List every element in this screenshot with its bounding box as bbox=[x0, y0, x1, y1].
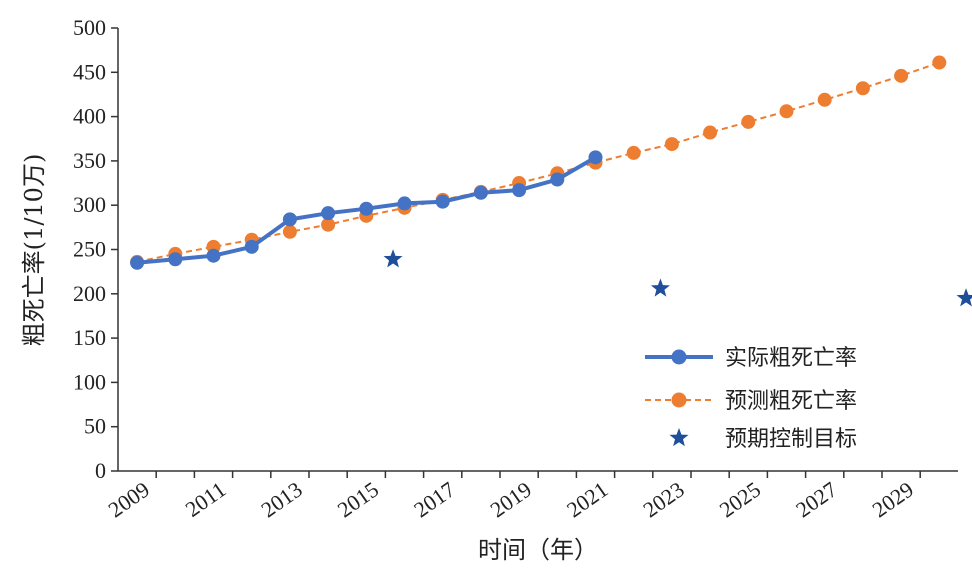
legend-target-label: 预期控制目标 bbox=[725, 427, 857, 452]
forecast-point bbox=[932, 55, 947, 70]
forecast-point bbox=[321, 217, 336, 232]
actual-point bbox=[282, 212, 297, 227]
actual-point bbox=[130, 255, 145, 270]
forecast-point bbox=[855, 81, 870, 96]
legend-actual-label: 实际粗死亡率 bbox=[725, 346, 857, 371]
y-axis-ticks: 0 50 100 150 200 250 300 350 400 450 500 bbox=[73, 15, 118, 483]
x-axis-title: 时间（年） bbox=[478, 536, 598, 564]
x-tick-label: 2017 bbox=[409, 477, 459, 523]
target-star bbox=[650, 278, 670, 297]
y-tick-label: 250 bbox=[73, 237, 106, 262]
x-tick-label: 2027 bbox=[791, 477, 841, 523]
y-tick-label: 150 bbox=[73, 325, 106, 350]
target-star bbox=[383, 249, 403, 268]
y-tick-label: 300 bbox=[73, 192, 106, 217]
y-tick-label: 50 bbox=[84, 414, 106, 439]
y-tick-label: 500 bbox=[73, 15, 106, 40]
x-axis-ticks: 2009 2011 2013 2015 2017 2019 2021 2023 2025 2027… bbox=[104, 471, 921, 522]
x-tick-label: 2019 bbox=[486, 477, 536, 523]
actual-point bbox=[588, 150, 603, 165]
forecast-point bbox=[703, 125, 718, 140]
legend: 实际粗死亡率 预测粗死亡率 预期控制目标 bbox=[645, 346, 857, 452]
y-tick-label: 400 bbox=[73, 104, 106, 129]
y-tick-label: 0 bbox=[95, 458, 106, 483]
actual-point bbox=[512, 183, 527, 198]
actual-point bbox=[435, 194, 450, 209]
actual-point bbox=[359, 201, 374, 216]
x-tick-label: 2009 bbox=[104, 477, 154, 523]
forecast-point bbox=[817, 92, 832, 107]
series-layer bbox=[130, 55, 972, 307]
legend-target-star bbox=[669, 428, 689, 447]
forecast-point bbox=[741, 114, 756, 129]
actual-point bbox=[321, 206, 336, 221]
legend-actual-marker bbox=[671, 349, 687, 365]
forecast-point bbox=[282, 224, 297, 239]
x-tick-label: 2011 bbox=[181, 477, 231, 522]
x-tick-label: 2025 bbox=[715, 477, 765, 523]
actual-point bbox=[397, 196, 412, 211]
x-tick-label: 2029 bbox=[868, 477, 918, 523]
legend-forecast-label: 预测粗死亡率 bbox=[725, 389, 857, 414]
y-tick-label: 350 bbox=[73, 148, 106, 173]
x-tick-label: 2021 bbox=[562, 477, 612, 523]
forecast-point bbox=[664, 137, 679, 152]
actual-point bbox=[550, 172, 565, 187]
y-tick-label: 450 bbox=[73, 59, 106, 84]
y-tick-label: 100 bbox=[73, 369, 106, 394]
y-axis-title: 粗死亡率(1/10万) bbox=[20, 154, 48, 347]
x-tick-label: 2015 bbox=[333, 477, 383, 523]
forecast-point bbox=[894, 68, 909, 83]
y-tick-label: 200 bbox=[73, 281, 106, 306]
actual-point bbox=[244, 239, 259, 254]
forecast-point bbox=[626, 145, 641, 160]
x-tick-label: 2023 bbox=[638, 477, 688, 523]
actual-point bbox=[168, 252, 183, 267]
target-star bbox=[956, 288, 972, 307]
x-tick-label: 2013 bbox=[256, 477, 306, 523]
legend-forecast-marker bbox=[671, 392, 687, 408]
series-1 bbox=[130, 55, 947, 269]
series-2 bbox=[383, 249, 972, 307]
forecast-line bbox=[136, 61, 940, 263]
forecast-point bbox=[779, 104, 794, 119]
actual-point bbox=[206, 248, 221, 263]
actual-point bbox=[473, 185, 488, 200]
series-0 bbox=[130, 150, 603, 270]
